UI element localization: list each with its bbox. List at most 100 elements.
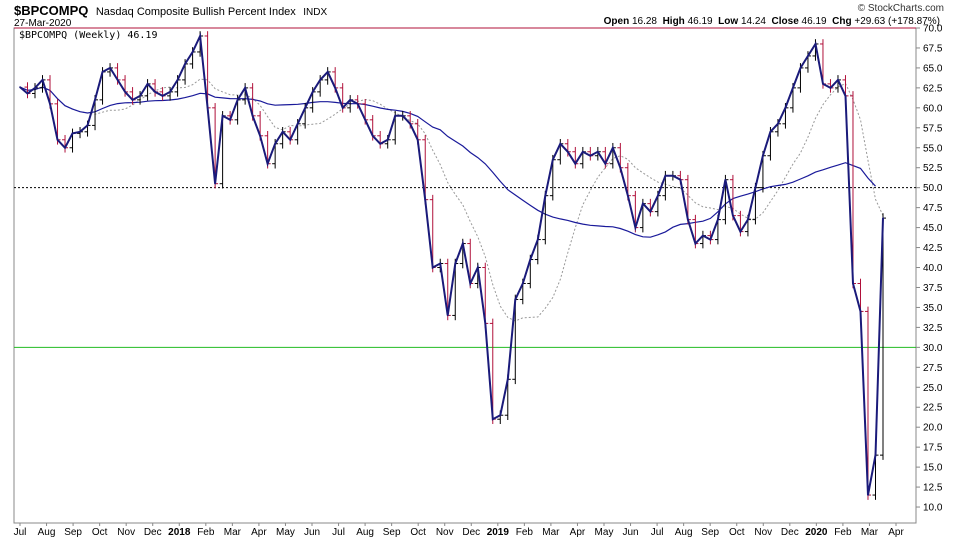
- price-point: [454, 262, 457, 265]
- price-point: [101, 71, 104, 73]
- price-point: [19, 86, 21, 88]
- chg-value: +29.63 (+178.87%): [854, 16, 940, 27]
- price-bar: [699, 230, 706, 249]
- ohlc-readout: Open 16.28 High 46.19 Low 14.24 Close 46…: [604, 16, 940, 27]
- x-tick-label: Oct: [92, 527, 108, 538]
- price-point: [146, 83, 149, 85]
- x-tick-label: Jul: [651, 527, 664, 538]
- y-tick-label: 25.0: [923, 383, 943, 394]
- price-point: [506, 378, 509, 381]
- price-point: [597, 150, 599, 153]
- price-point: [709, 238, 712, 241]
- price-point: [401, 115, 404, 117]
- price-point: [491, 418, 494, 421]
- price-point: [642, 202, 644, 205]
- price-point: [574, 162, 577, 165]
- price-point: [717, 218, 719, 221]
- y-tick-label: 27.5: [923, 363, 943, 374]
- price-point: [131, 99, 134, 101]
- price-point: [679, 178, 682, 181]
- price-point: [769, 130, 772, 133]
- price-point: [386, 138, 389, 141]
- price-point: [777, 123, 779, 125]
- x-tick-label: Sep: [64, 527, 82, 538]
- price-point: [116, 79, 119, 81]
- price-point: [792, 87, 794, 89]
- price-line: [19, 32, 884, 496]
- price-point: [161, 95, 164, 97]
- price-point: [236, 99, 239, 101]
- y-tick-label: 20.0: [923, 423, 943, 434]
- price-point: [154, 91, 156, 93]
- short-moving-average-line: [19, 78, 884, 322]
- x-tick-label: Dec: [462, 527, 480, 538]
- x-tick-label: Nov: [754, 527, 772, 538]
- price-point: [687, 218, 689, 221]
- price-point: [829, 87, 832, 89]
- x-tick-label: Oct: [729, 527, 745, 538]
- price-point: [274, 142, 276, 145]
- x-tick-label: Dec: [144, 527, 162, 538]
- price-point: [341, 107, 344, 109]
- x-tick-label: May: [595, 527, 614, 538]
- price-point: [867, 494, 869, 496]
- x-tick-label: Nov: [436, 527, 454, 538]
- price-point: [484, 322, 487, 325]
- x-tick-label: Feb: [516, 527, 534, 538]
- price-point: [311, 91, 314, 93]
- price-point: [221, 115, 224, 117]
- price-point: [882, 217, 884, 219]
- long-moving-average-line: [19, 86, 876, 238]
- y-tick-label: 15.0: [923, 463, 943, 474]
- x-tick-label: Feb: [197, 527, 215, 538]
- price-point: [837, 79, 839, 81]
- price-point: [567, 150, 569, 153]
- price-point: [41, 79, 44, 81]
- price-point: [604, 162, 607, 165]
- y-tick-label: 22.5: [923, 403, 943, 414]
- x-tick-label: Dec: [781, 527, 799, 538]
- price-point: [521, 282, 524, 285]
- x-tick-label: Sep: [701, 527, 719, 538]
- price-point: [206, 107, 209, 109]
- price-point: [461, 242, 464, 245]
- plot-area: [13, 27, 917, 524]
- y-tick-label: 50.0: [923, 183, 943, 194]
- y-tick-label: 60.0: [923, 103, 943, 114]
- y-tick-label: 30.0: [923, 343, 943, 354]
- x-tick-label: Jul: [14, 527, 27, 538]
- x-tick-label: Apr: [251, 527, 267, 538]
- exchange-label: INDX: [303, 7, 328, 18]
- x-tick-label: 2018: [168, 527, 191, 538]
- chg-label: Chg: [832, 16, 852, 27]
- price-point: [139, 95, 141, 97]
- price-point: [612, 146, 614, 149]
- price-point: [94, 99, 96, 101]
- price-point: [86, 124, 89, 127]
- price-point: [364, 119, 367, 121]
- x-tick-label: Aug: [38, 527, 56, 538]
- price-point: [514, 298, 517, 301]
- price-point: [499, 414, 502, 417]
- price-point: [582, 150, 584, 153]
- y-tick-label: 32.5: [923, 323, 943, 334]
- price-point: [199, 35, 201, 37]
- y-tick-label: 37.5: [923, 283, 943, 294]
- price-point: [259, 134, 261, 137]
- price-point: [807, 55, 809, 57]
- price-point: [439, 262, 442, 265]
- price-point: [657, 194, 659, 197]
- price-point: [446, 314, 449, 317]
- high-value: 46.19: [687, 16, 713, 27]
- price-point: [874, 454, 877, 456]
- price-point: [64, 146, 66, 149]
- price-point: [289, 138, 291, 141]
- price-point: [799, 67, 802, 69]
- price-point: [634, 226, 637, 229]
- x-tick-label: Mar: [861, 527, 879, 538]
- x-tick-label: Oct: [410, 527, 426, 538]
- y-tick-label: 70.0: [923, 24, 943, 35]
- open-label: Open: [603, 16, 630, 27]
- x-tick-label: Mar: [542, 527, 560, 538]
